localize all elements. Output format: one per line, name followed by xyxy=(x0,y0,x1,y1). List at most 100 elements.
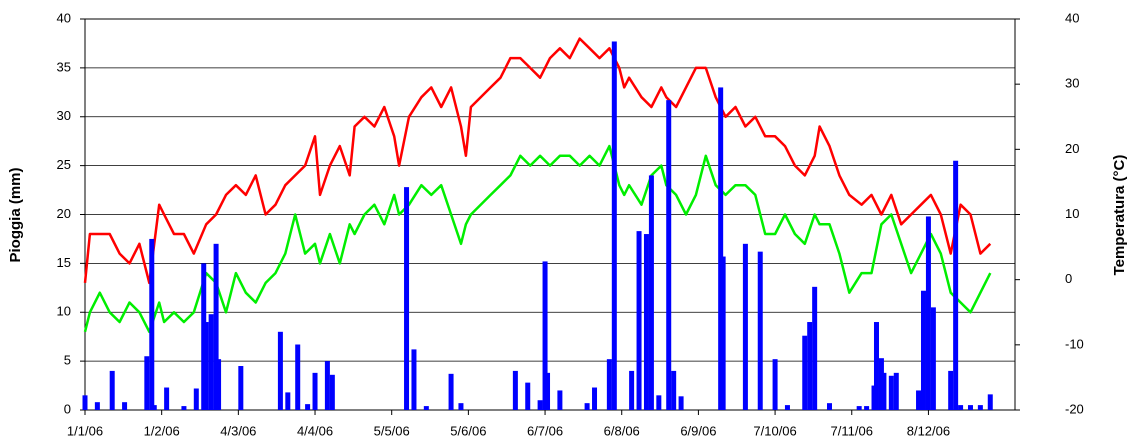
rain-bar xyxy=(295,344,301,410)
rain-bar xyxy=(826,403,832,410)
x-tick-label: 7/10/06 xyxy=(753,423,796,438)
temperature-line xyxy=(83,144,992,334)
rain-bar xyxy=(611,41,617,411)
rain-bar xyxy=(953,160,959,410)
rain-bar xyxy=(592,387,598,410)
rain-bar xyxy=(82,395,88,410)
rain-bar xyxy=(542,261,548,410)
x-tick-label: 4/3/06 xyxy=(220,423,256,438)
y2-tick-label: 30 xyxy=(1065,76,1079,91)
rain-bar xyxy=(238,366,244,410)
rain-bar xyxy=(948,370,954,410)
rain-bar xyxy=(930,307,936,410)
rain-bar xyxy=(977,405,983,410)
rain-bar xyxy=(656,395,662,410)
rain-bar xyxy=(164,387,170,410)
x-tick-label: 5/6/06 xyxy=(450,423,486,438)
rain-bar xyxy=(423,406,429,410)
rain-bar xyxy=(718,87,724,411)
rain-bar xyxy=(920,290,926,410)
rain-bar xyxy=(772,359,778,410)
x-tick-label: 4/4/06 xyxy=(297,423,333,438)
x-tick-label: 1/2/06 xyxy=(144,423,180,438)
rain-bar xyxy=(584,403,590,410)
rain-bar xyxy=(203,322,209,410)
rain-bar xyxy=(636,231,642,410)
rain-bar xyxy=(802,335,808,410)
y-tick-label: 5 xyxy=(64,353,71,368)
rain-bar xyxy=(329,374,335,410)
rain-bar xyxy=(807,322,813,410)
rain-bar xyxy=(881,372,887,410)
x-tick-label: 5/5/06 xyxy=(374,423,410,438)
temperature-line xyxy=(83,37,992,285)
rain-bar xyxy=(784,405,790,410)
x-tick-label: 6/7/06 xyxy=(527,423,563,438)
rain-bar xyxy=(856,406,862,410)
rain-bar xyxy=(893,372,899,410)
y-tick-label: 10 xyxy=(57,304,71,319)
rain-bar xyxy=(512,370,518,410)
rain-bar xyxy=(149,238,155,410)
rain-bar xyxy=(742,243,748,410)
y2-tick-label: -20 xyxy=(1065,401,1084,416)
rain-bar xyxy=(925,216,931,410)
rain-bar xyxy=(545,372,551,410)
rain-bar xyxy=(888,375,894,410)
y2-tick-label: 40 xyxy=(1065,10,1079,25)
rain-bar xyxy=(967,405,973,410)
y-tick-label: 35 xyxy=(57,59,71,74)
y2-tick-label: 10 xyxy=(1065,206,1079,221)
rain-bar xyxy=(109,370,115,410)
rain-bar xyxy=(94,402,100,410)
y-tick-label: 30 xyxy=(57,108,71,123)
rain-bar xyxy=(757,251,763,410)
x-tick-label: 7/11/06 xyxy=(831,423,873,438)
rain-bar xyxy=(671,370,677,410)
y-tick-label: 25 xyxy=(57,157,71,172)
y-tick-label: 20 xyxy=(57,206,71,221)
y2-tick-label: -10 xyxy=(1065,336,1084,351)
rain-bar xyxy=(537,400,543,410)
rain-bar xyxy=(151,405,157,410)
rain-bar xyxy=(525,382,531,410)
rain-bar xyxy=(678,396,684,410)
rain-bar xyxy=(213,243,219,410)
x-tick-label: 6/9/06 xyxy=(680,423,716,438)
x-tick-label: 1/1/06 xyxy=(67,423,103,438)
rain-bar xyxy=(122,402,128,410)
rain-bar xyxy=(606,359,612,410)
rain-bar xyxy=(812,286,818,410)
rain-bar xyxy=(557,390,563,410)
rain-bar xyxy=(448,373,454,410)
rain-bar xyxy=(193,388,199,410)
rain-bar xyxy=(411,349,417,410)
y-axis-title: Pioggia (mm) xyxy=(7,167,24,262)
rain-bar xyxy=(285,392,291,410)
rain-bar xyxy=(916,390,922,410)
rain-bar xyxy=(629,370,635,410)
rain-bar xyxy=(216,359,222,410)
rain-bar xyxy=(144,356,150,410)
rain-bar xyxy=(958,405,964,410)
y-tick-label: 15 xyxy=(57,255,71,270)
rain-bar xyxy=(404,187,410,410)
rain-bar xyxy=(181,406,187,410)
rain-bar xyxy=(324,361,330,410)
rain-bar xyxy=(864,406,870,410)
y-tick-label: 0 xyxy=(64,401,71,416)
rain-bar xyxy=(643,234,649,410)
y2-axis-title: Temperatura (°C) xyxy=(1111,155,1128,276)
y2-tick-label: 0 xyxy=(1065,271,1072,286)
rain-bar xyxy=(312,372,318,410)
rain-bar xyxy=(666,100,672,410)
rain-bar xyxy=(208,314,214,410)
rain-bar xyxy=(458,403,464,410)
x-tick-label: 8/12/06 xyxy=(907,423,950,438)
rain-bar xyxy=(305,404,311,410)
x-tick-label: 6/8/06 xyxy=(604,423,640,438)
rain-bar xyxy=(987,394,993,410)
rain-bar xyxy=(277,331,283,410)
y2-tick-label: 20 xyxy=(1065,141,1079,156)
